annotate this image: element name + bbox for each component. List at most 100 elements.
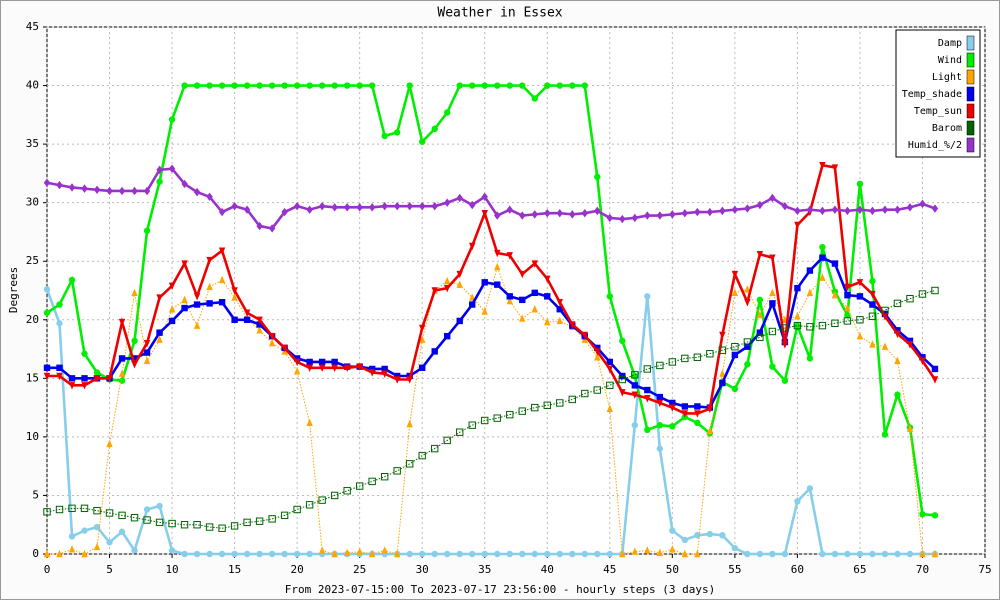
point — [656, 548, 664, 557]
point — [255, 517, 264, 525]
point — [406, 376, 413, 384]
point — [681, 536, 689, 544]
point — [819, 273, 826, 281]
point — [393, 467, 401, 475]
point — [68, 382, 76, 390]
point — [506, 550, 513, 558]
plot-area — [46, 26, 986, 555]
point — [744, 550, 751, 558]
point — [268, 332, 276, 341]
point — [106, 439, 113, 448]
point — [106, 186, 113, 196]
point — [856, 279, 864, 287]
chart-title: Weather in Essex — [437, 6, 562, 21]
point — [306, 550, 313, 558]
point — [668, 358, 677, 366]
point — [193, 293, 201, 301]
point — [544, 293, 551, 300]
point — [393, 549, 401, 558]
point — [594, 344, 601, 352]
point — [543, 401, 551, 409]
point — [56, 320, 63, 327]
x-tick-label: 75 — [978, 563, 991, 576]
point — [606, 365, 613, 374]
point — [481, 416, 489, 425]
point — [881, 550, 889, 558]
point — [293, 550, 301, 558]
point — [318, 496, 326, 504]
point — [43, 549, 51, 558]
point — [419, 364, 426, 371]
legend-label: Barom — [932, 123, 962, 134]
point — [293, 367, 301, 375]
point — [419, 550, 426, 558]
point — [544, 275, 551, 283]
x-tick-label: 40 — [541, 563, 554, 576]
point — [118, 511, 126, 520]
point — [419, 201, 426, 211]
point — [731, 343, 739, 351]
point — [706, 405, 714, 413]
point — [831, 290, 839, 299]
point — [343, 487, 351, 495]
point — [718, 346, 727, 354]
point — [831, 205, 839, 214]
point — [919, 549, 926, 558]
point — [256, 550, 263, 558]
point — [806, 485, 814, 492]
point — [756, 310, 764, 319]
point — [256, 82, 263, 89]
point — [631, 371, 639, 379]
point — [494, 550, 501, 558]
point — [781, 550, 789, 558]
x-tick-label: 65 — [853, 563, 866, 576]
point — [744, 204, 751, 213]
point — [393, 201, 401, 211]
point — [706, 207, 714, 217]
point — [481, 550, 488, 558]
point — [81, 350, 88, 357]
point — [368, 365, 376, 373]
legend-swatch — [966, 86, 975, 102]
point — [131, 288, 138, 297]
point — [844, 206, 851, 216]
point — [406, 419, 413, 428]
point — [556, 316, 563, 325]
point — [731, 385, 739, 393]
point — [406, 82, 413, 89]
point — [844, 550, 851, 558]
point — [894, 550, 901, 558]
point — [569, 550, 576, 558]
point — [168, 317, 176, 325]
point — [756, 250, 764, 259]
point — [769, 363, 776, 370]
point — [256, 326, 263, 334]
point — [81, 184, 88, 193]
point — [118, 369, 126, 377]
point — [556, 399, 564, 407]
legend-swatch — [966, 137, 975, 153]
legend-label: Wind — [938, 55, 962, 66]
point — [756, 296, 764, 304]
point — [644, 211, 651, 220]
point — [656, 361, 664, 370]
point — [143, 227, 151, 234]
point — [243, 309, 251, 317]
point — [606, 550, 613, 558]
point — [631, 382, 639, 389]
point — [719, 369, 726, 377]
point — [230, 522, 239, 530]
point — [494, 211, 501, 220]
point — [806, 288, 814, 297]
legend-swatch — [966, 35, 975, 51]
point — [356, 547, 363, 555]
point — [669, 404, 676, 412]
point — [831, 550, 839, 558]
point — [143, 506, 151, 513]
point — [181, 179, 188, 189]
point — [431, 550, 438, 558]
point — [168, 164, 176, 173]
point — [531, 289, 538, 297]
point — [469, 301, 476, 308]
point — [793, 321, 802, 330]
